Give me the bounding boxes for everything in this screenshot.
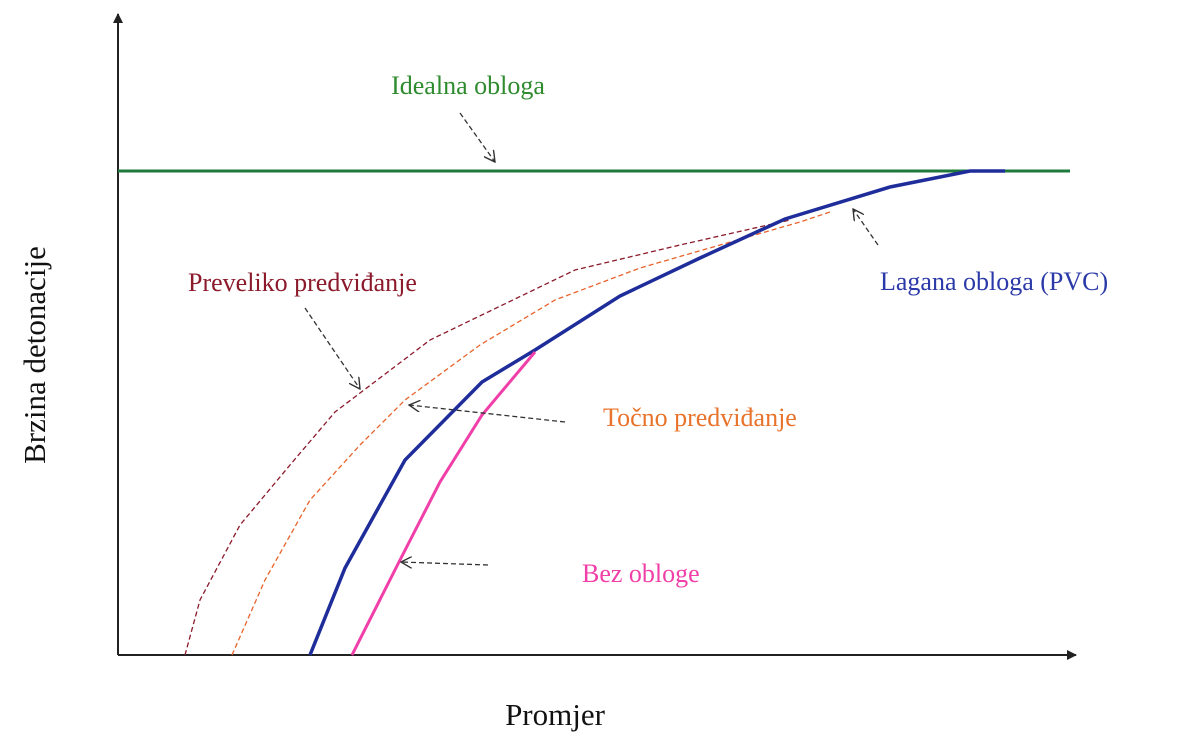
pointer xyxy=(304,307,360,389)
exact-prediction-curve xyxy=(231,211,831,656)
x-axis-title: Promjer xyxy=(505,697,606,732)
label: Bez obloge xyxy=(582,559,700,588)
y-axis-title: Brzina detonacije xyxy=(17,246,52,464)
no-casing-curve xyxy=(350,351,537,656)
over-prediction-curve xyxy=(184,219,791,656)
pointers xyxy=(304,112,879,565)
pointer xyxy=(853,209,879,246)
axes xyxy=(113,13,1077,660)
pointer xyxy=(401,562,489,565)
pointer xyxy=(459,112,495,162)
pvc-curve xyxy=(308,169,1005,656)
label: Lagana obloga (PVC) xyxy=(880,267,1108,296)
label: Točno predviđanje xyxy=(603,403,797,432)
label: Idealna obloga xyxy=(391,71,545,100)
pointer xyxy=(409,405,566,423)
label: Preveliko predviđanje xyxy=(188,268,417,297)
